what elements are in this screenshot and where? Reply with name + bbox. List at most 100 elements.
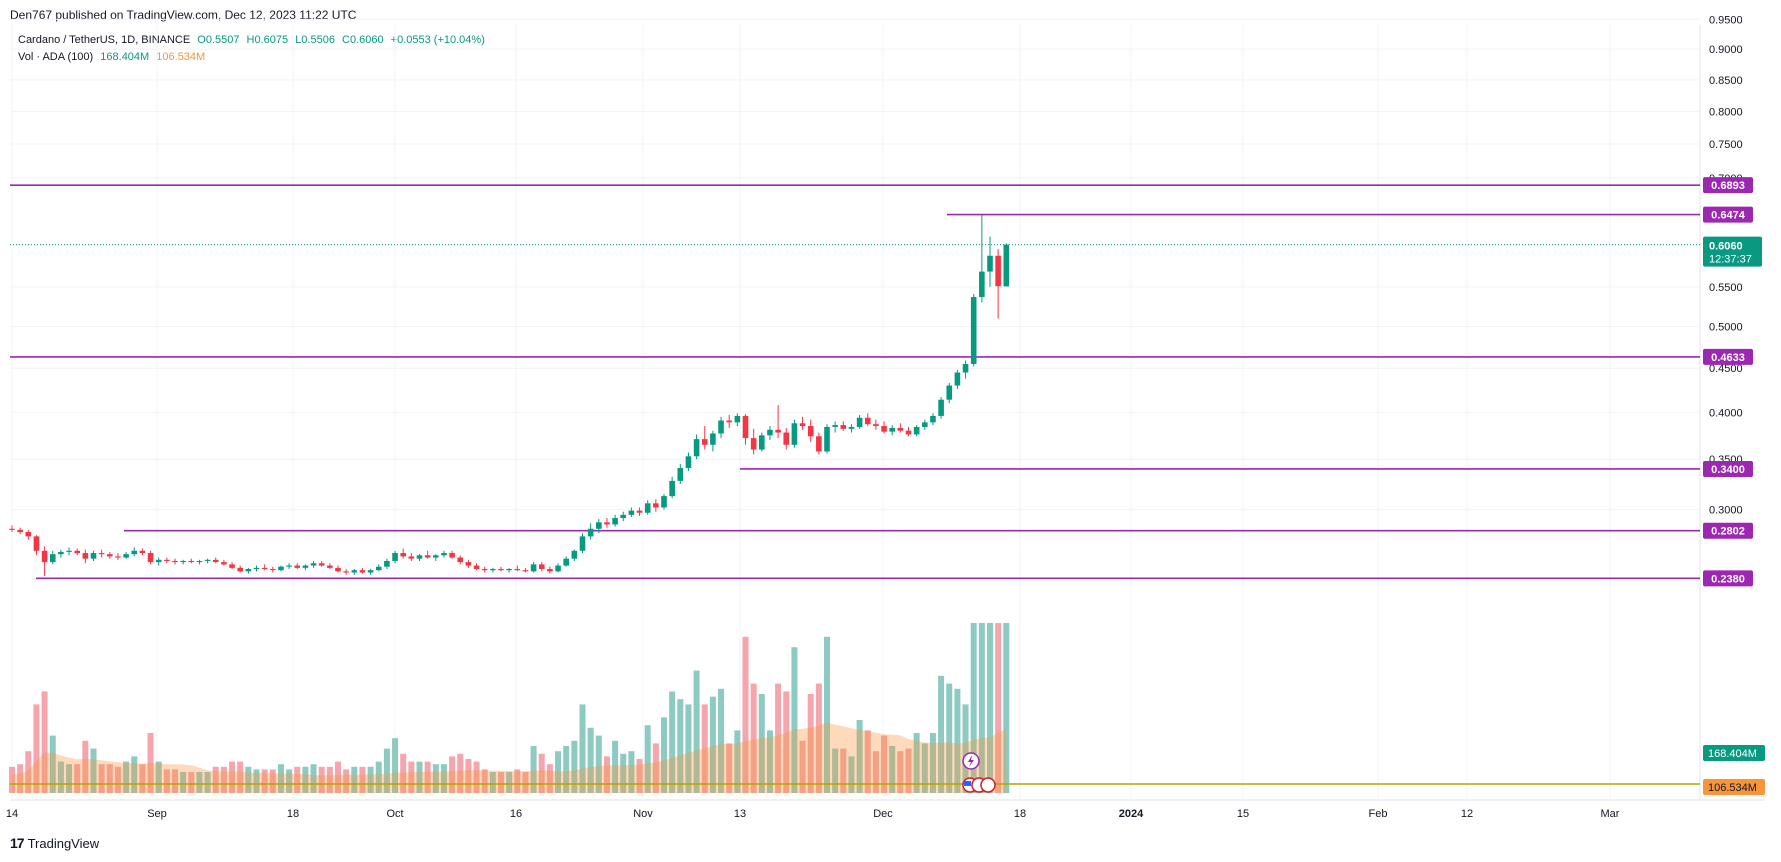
x-tick-label: 18 (287, 808, 299, 820)
candle-body (424, 555, 431, 558)
volume-bar (440, 764, 447, 793)
volume-bar (188, 772, 195, 793)
volume-bar (709, 696, 716, 793)
candle-body (848, 426, 855, 429)
volume-ma-label-bg (1703, 779, 1765, 795)
candle-body (620, 514, 627, 519)
candle-body (522, 570, 529, 572)
candle-body (49, 554, 56, 563)
volume-bar (302, 766, 309, 793)
x-tick-label: 18 (1014, 808, 1026, 820)
candle-body (212, 559, 219, 563)
candle-body (636, 510, 643, 513)
volume-bar (98, 764, 105, 793)
x-tick-label: 2024 (1119, 808, 1144, 820)
volume-bar (962, 704, 969, 793)
volume-bar (807, 694, 814, 793)
candle-body (25, 532, 32, 537)
volume-bar (318, 766, 325, 793)
volume-bar (432, 764, 439, 793)
volume-bar (726, 743, 733, 793)
flag-icon-us-3[interactable] (980, 777, 996, 793)
volume-label[interactable]: Vol · ADA (100) (18, 51, 94, 63)
volume-ma-area (10, 722, 1700, 793)
volume-bar (229, 761, 236, 793)
volume-bar (449, 756, 456, 793)
volume-ma-value: 106.534M (156, 51, 206, 63)
candle-body (604, 522, 610, 525)
candle-body (922, 422, 928, 427)
volume-bar (848, 756, 855, 793)
candle-body (416, 555, 423, 559)
volume-last-label: 168.404M (1708, 748, 1757, 760)
volume-bar (245, 766, 252, 793)
candle-body (131, 550, 138, 555)
volume-bar (416, 761, 423, 793)
volume-bar (734, 730, 741, 793)
volume-bar (25, 751, 32, 793)
volume-bar (49, 735, 56, 793)
candle-body (188, 560, 195, 563)
volume-bar (644, 725, 651, 793)
candle-body (139, 550, 146, 554)
level-price-label-bg (1703, 570, 1753, 587)
candle-body (58, 551, 64, 555)
candle-body (889, 427, 895, 432)
candle-body (327, 565, 333, 568)
candle-body (881, 426, 887, 432)
candles (9, 214, 1010, 577)
candle-body (9, 528, 15, 530)
candle-body (579, 536, 586, 551)
candle-body (750, 438, 757, 450)
x-tick-label: Feb (1369, 808, 1388, 820)
volume-bar (261, 769, 268, 793)
volume-bar (392, 738, 399, 793)
y-tick-label: 0.4000 (1709, 407, 1743, 419)
volume-bar (481, 769, 488, 793)
candle-body (180, 560, 186, 563)
candle-body (245, 569, 252, 572)
candle-body (90, 553, 97, 559)
level-price-label: 0.2380 (1711, 573, 1745, 585)
volume-bar (693, 670, 700, 793)
volume-bar (90, 748, 97, 793)
level-price-label-bg (1703, 460, 1753, 477)
candle-body (164, 559, 170, 561)
volume-bar (701, 704, 708, 793)
candle-body (490, 569, 496, 571)
volume-bar (938, 675, 945, 793)
candle-body (278, 566, 284, 571)
volume-bar (212, 766, 219, 793)
x-tick-label: Dec (873, 808, 893, 820)
y-tick-label: 0.5000 (1709, 322, 1743, 334)
volume-bar (514, 769, 521, 793)
volume-bar (367, 766, 374, 793)
candle-body (514, 569, 521, 571)
candle-body (400, 553, 406, 557)
candle-body (302, 565, 309, 568)
candle-body (840, 425, 847, 429)
volume-ma-fill (12, 722, 1007, 793)
tradingview-logo[interactable]: 17 TradingView (10, 835, 99, 851)
level-price-label-bg (1703, 348, 1753, 365)
candle-body (375, 566, 382, 571)
symbol-title[interactable]: Cardano / TetherUS, 1D, BINANCE (18, 34, 191, 46)
volume-bar (204, 772, 211, 793)
candle-body (41, 550, 48, 563)
volume-bar (652, 743, 659, 793)
volume-bar (465, 759, 472, 793)
level-price-label: 0.3400 (1711, 464, 1745, 476)
volume-bar (897, 751, 904, 793)
candle-body (74, 550, 80, 554)
volume-bar (424, 761, 431, 793)
volume-bar (33, 704, 40, 793)
last-price-label-bg (1703, 236, 1762, 267)
volume-bar (970, 623, 977, 793)
volume-bar (196, 772, 203, 793)
candle-body (196, 560, 203, 563)
candle-body (66, 550, 72, 552)
volume-bar (457, 753, 464, 793)
candle-body (685, 456, 692, 468)
candle-body (799, 423, 806, 427)
